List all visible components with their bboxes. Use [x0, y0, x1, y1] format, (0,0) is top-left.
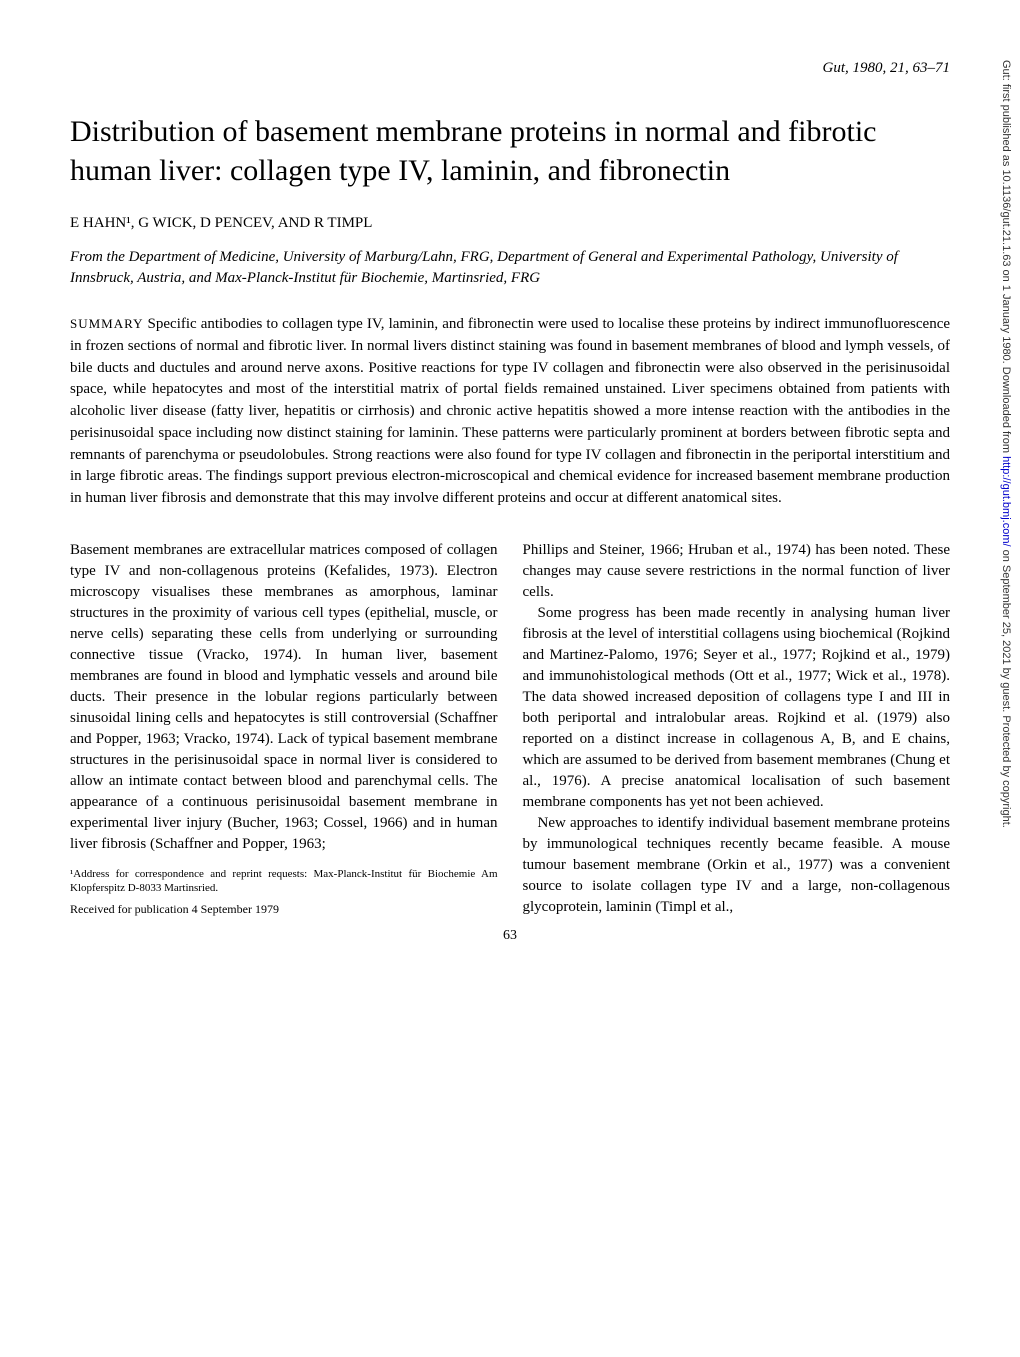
author-list: E HAHN¹, G WICK, D PENCEV, AND R TIMPL [70, 215, 950, 232]
abstract-section: SUMMARY Specific antibodies to collagen … [70, 314, 950, 510]
watermark-suffix: on September 25, 2021 by guest. Protecte… [1000, 547, 1012, 828]
author-affiliation: From the Department of Medicine, Univers… [70, 247, 950, 289]
watermark-prefix: Gut: first published as 10.1136/gut.21.1… [1000, 60, 1012, 456]
body-paragraph: Some progress has been made recently in … [523, 603, 951, 813]
right-column: Phillips and Steiner, 1966; Hruban et al… [523, 540, 951, 918]
page-number: 63 [70, 928, 950, 944]
watermark-link[interactable]: http://gut.bmj.com/ [1000, 456, 1012, 546]
body-paragraph: New approaches to identify individual ba… [523, 813, 951, 918]
summary-text: Specific antibodies to collagen type IV,… [70, 316, 950, 506]
body-columns: Basement membranes are extracellular mat… [70, 540, 950, 918]
paper-title: Distribution of basement membrane protei… [70, 112, 950, 190]
journal-citation: Gut, 1980, 21, 63–71 [70, 60, 950, 77]
summary-label: SUMMARY [70, 316, 143, 331]
paper-page: Gut, 1980, 21, 63–71 Distribution of bas… [0, 0, 1020, 984]
received-date: Received for publication 4 September 197… [70, 901, 498, 918]
left-column: Basement membranes are extracellular mat… [70, 540, 498, 918]
body-paragraph: Phillips and Steiner, 1966; Hruban et al… [523, 540, 951, 603]
body-paragraph: Basement membranes are extracellular mat… [70, 540, 498, 855]
correspondence-footnote: ¹Address for correspondence and reprint … [70, 867, 498, 896]
watermark-sidebar: Gut: first published as 10.1136/gut.21.1… [1000, 60, 1012, 1260]
